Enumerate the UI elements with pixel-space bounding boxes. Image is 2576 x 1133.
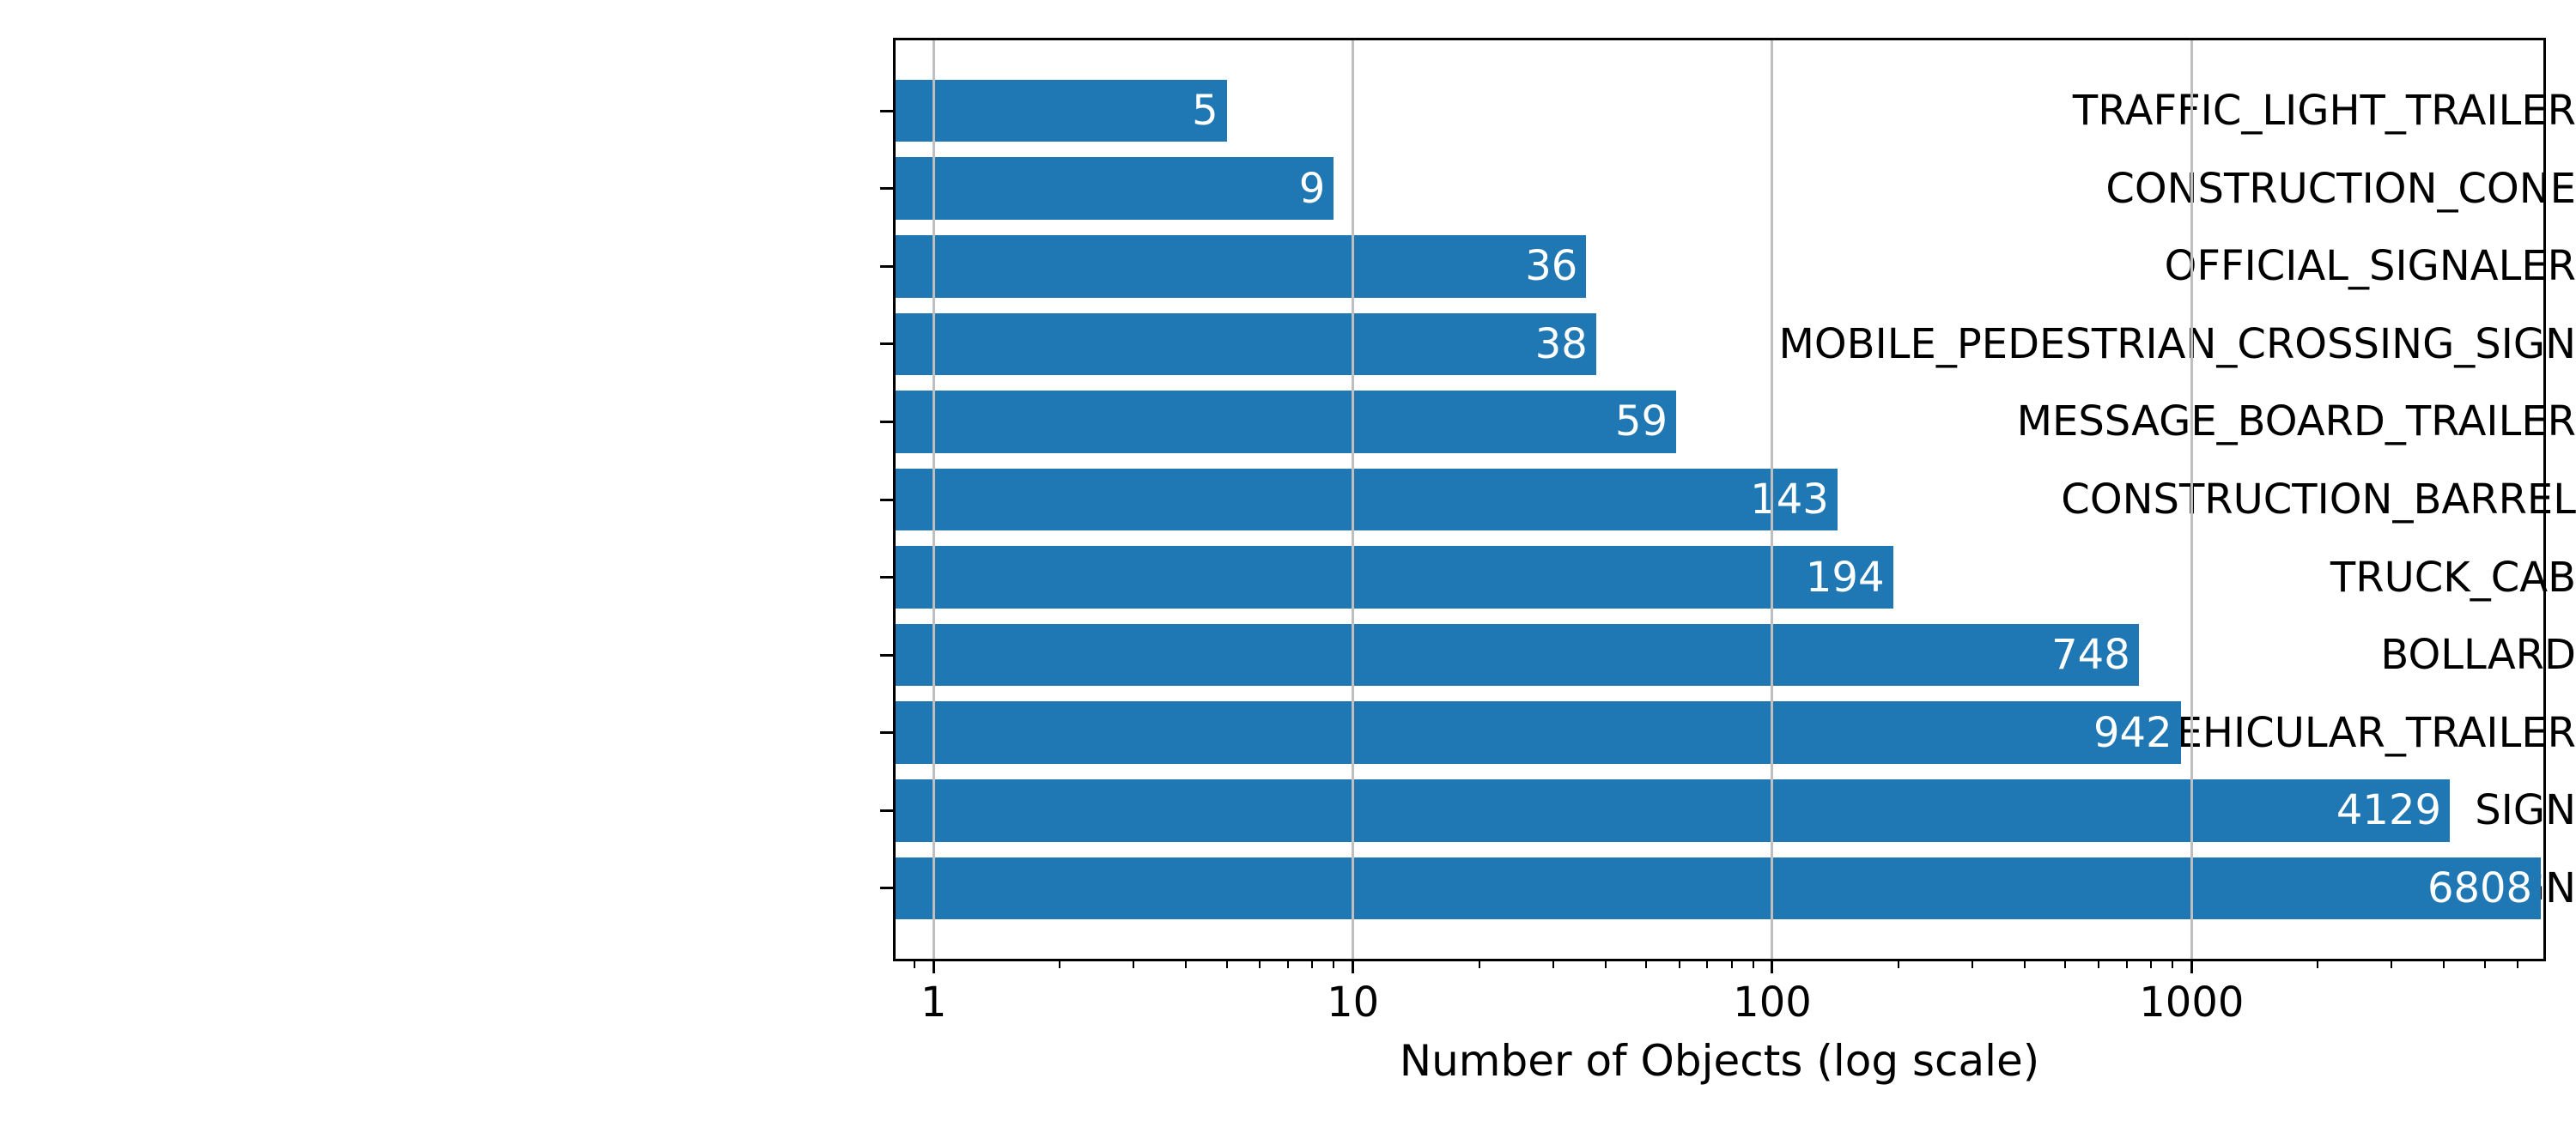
x-tick-minor: [1287, 961, 1289, 968]
x-tick-minor: [2023, 961, 2026, 968]
y-tick: [880, 187, 893, 191]
x-tick-minor: [2171, 961, 2173, 968]
x-tick-minor: [1185, 961, 1188, 968]
x-tick-minor: [2097, 961, 2099, 968]
x-tick-minor: [1225, 961, 1228, 968]
bar-value-label: 59: [1615, 397, 1668, 446]
bar: 942: [893, 701, 2181, 764]
bar-value-label: 36: [1525, 242, 1578, 291]
x-tick-minor: [1971, 961, 1973, 968]
x-tick-minor: [2149, 961, 2152, 968]
x-tick-major: [1771, 961, 1774, 973]
y-tick: [880, 576, 893, 579]
y-tick: [880, 109, 893, 112]
bar: 748: [893, 623, 2139, 687]
x-tick-major: [1352, 961, 1355, 973]
y-tick: [880, 731, 893, 735]
x-tick-minor: [1133, 961, 1135, 968]
category-label: OFFICIAL_SIGNALER: [2164, 242, 2576, 291]
bar-value-label: 942: [2093, 708, 2172, 757]
x-tick-minor: [2317, 961, 2319, 968]
bar-value-label: 194: [1805, 553, 1885, 602]
bar: 143: [893, 468, 1838, 531]
x-tick-minor: [2391, 961, 2393, 968]
x-tick-minor: [2517, 961, 2519, 968]
x-tick-label: 10: [1327, 978, 1380, 1027]
x-tick-minor: [1059, 961, 1061, 968]
y-tick: [880, 809, 893, 812]
x-tick-major: [2190, 961, 2193, 973]
x-tick-minor: [1730, 961, 1733, 968]
x-tick-minor: [1752, 961, 1754, 968]
bar-value-label: 748: [2051, 631, 2130, 680]
bar: 5: [893, 79, 1227, 142]
category-label: MESSAGE_BOARD_TRAILER: [2016, 397, 2576, 446]
x-tick-minor: [2483, 961, 2486, 968]
bar: 36: [893, 235, 1587, 298]
x-gridline: [1352, 38, 1355, 961]
x-gridline: [932, 38, 935, 961]
bar-value-label: 5: [1192, 87, 1218, 136]
y-tick: [880, 498, 893, 501]
x-tick-minor: [1311, 961, 1314, 968]
x-tick-label: 1: [920, 978, 947, 1027]
x-tick-minor: [1259, 961, 1261, 968]
category-label: MOBILE_PEDESTRIAN_CROSSING_SIGN: [1778, 319, 2576, 368]
bar: 6808: [893, 857, 2542, 920]
plot-area: 5 9 36 38 59 143 194 748 942 4129 6808: [893, 38, 2546, 961]
y-tick: [880, 420, 893, 423]
x-tick-minor: [1644, 961, 1647, 968]
bar: 194: [893, 546, 1893, 609]
x-tick-minor: [2443, 961, 2445, 968]
bar-value-label: 38: [1534, 319, 1588, 368]
y-tick: [880, 653, 893, 657]
bar: 4129: [893, 779, 2451, 842]
bar-value-label: 4129: [2336, 786, 2442, 835]
y-tick: [880, 264, 893, 268]
category-label: CONSTRUCTION_CONE: [2105, 164, 2576, 213]
bar-value-label: 143: [1750, 475, 1829, 524]
bar-value-label: 6808: [2427, 863, 2533, 912]
y-tick: [880, 342, 893, 346]
category-label: TRUCK_CAB: [2330, 553, 2576, 602]
x-gridline: [1771, 38, 1774, 961]
y-tick: [880, 887, 893, 890]
x-tick-minor: [1333, 961, 1335, 968]
category-label: TRAFFIC_LIGHT_TRAILER: [2072, 87, 2576, 136]
bar: 59: [893, 391, 1677, 453]
x-axis-label: Number of Objects (log scale): [1399, 1036, 2040, 1086]
x-tick-minor: [2064, 961, 2067, 968]
x-tick-label: 1000: [2139, 978, 2245, 1027]
x-gridline: [2190, 38, 2193, 961]
x-tick-minor: [1478, 961, 1480, 968]
category-label: CONSTRUCTION_BARREL: [2061, 476, 2576, 524]
x-tick-label: 100: [1733, 978, 1812, 1027]
x-tick-major: [932, 961, 935, 973]
category-label: VEHICULAR_TRAILER: [2148, 708, 2576, 757]
x-tick-minor: [913, 961, 915, 968]
bar: 38: [893, 312, 1596, 376]
bar-value-label: 9: [1298, 164, 1326, 213]
category-label: SIGN: [2475, 786, 2576, 835]
x-tick-minor: [1604, 961, 1607, 968]
x-tick-minor: [1706, 961, 1709, 968]
x-tick-minor: [2125, 961, 2128, 968]
x-tick-minor: [1552, 961, 1554, 968]
x-tick-minor: [1897, 961, 1899, 968]
x-tick-minor: [1678, 961, 1680, 968]
bar: 9: [893, 157, 1334, 220]
